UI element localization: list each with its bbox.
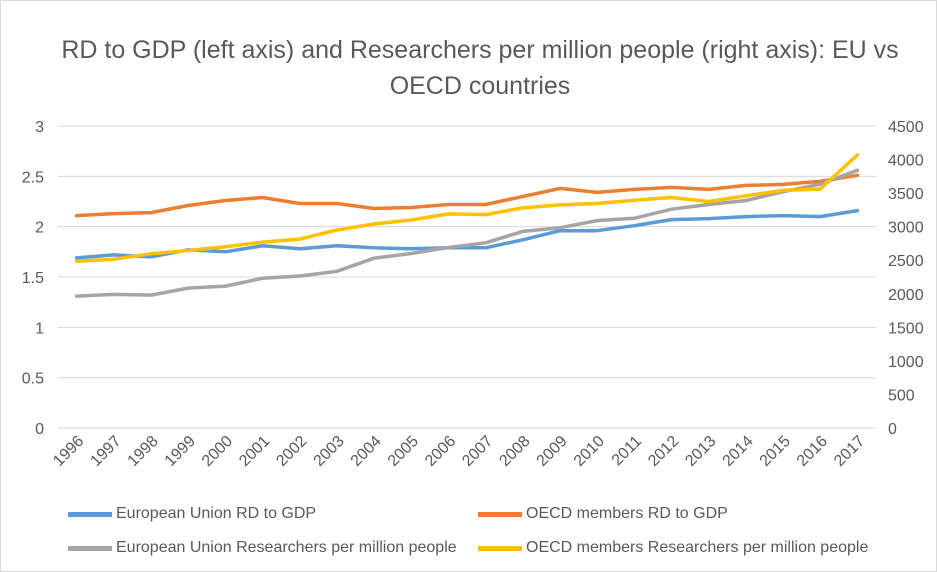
x-axis-tick-label: 2008 (496, 433, 533, 470)
legend-swatch (68, 511, 112, 517)
right-axis-tick-label: 2000 (888, 287, 924, 304)
x-axis-tick-label: 2007 (459, 433, 496, 470)
left-axis-tick-label: 3 (35, 119, 44, 136)
x-axis-tick-label: 2005 (385, 433, 422, 470)
series-line-2 (74, 168, 860, 298)
x-axis-tick-label: 1998 (125, 433, 162, 470)
legend-item-eu-rd: European Union RD to GDP (68, 505, 316, 523)
x-axis-tick-label: 2002 (273, 433, 310, 470)
left-axis-ticks: 0 0.5 1 1.5 2 2.5 3 (22, 119, 44, 438)
legend-swatch (478, 545, 522, 551)
x-axis-tick-label: 2011 (609, 433, 645, 469)
x-axis-tick-label: 2006 (422, 433, 459, 470)
legend-label: OECD members RD to GDP (526, 505, 728, 522)
right-axis-ticks: 0 500 1000 1500 2000 2500 3000 3500 4000 4500 (888, 119, 924, 438)
legend-label: OECD members Researchers per million peo… (526, 539, 869, 556)
right-axis-tick-label: 4500 (888, 119, 924, 136)
legend-swatch (68, 545, 112, 551)
right-axis-tick-label: 3000 (888, 220, 924, 237)
left-axis-tick-label: 0 (35, 421, 44, 438)
legend-label: European Union Researchers per million p… (116, 539, 457, 556)
series-lines (74, 153, 860, 298)
left-axis-tick-label: 2 (35, 220, 44, 237)
left-axis-tick-label: 2.5 (22, 169, 44, 186)
left-axis-tick-label: 1 (35, 320, 44, 337)
x-axis-tick-label: 2001 (236, 433, 273, 470)
x-axis-tick-label: 2004 (348, 433, 385, 470)
x-axis-tick-label: 2009 (534, 433, 571, 470)
right-axis-tick-label: 1500 (888, 320, 924, 337)
right-axis-tick-label: 1000 (888, 354, 924, 371)
x-axis-tick-label: 2013 (682, 433, 719, 470)
right-axis-tick-label: 500 (888, 387, 915, 404)
x-axis-tick-label: 2000 (199, 433, 236, 470)
x-axis-tick-label: 2017 (831, 433, 868, 470)
series-line-1 (74, 173, 860, 218)
x-axis-tick-label: 2015 (757, 433, 794, 470)
series-line-0 (74, 208, 860, 260)
x-axis-tick-label: 2010 (571, 433, 608, 470)
legend-item-eu-researchers: European Union Researchers per million p… (68, 539, 457, 557)
right-axis-tick-label: 4000 (888, 153, 924, 170)
x-axis-tick-label: 2012 (645, 433, 682, 470)
legend-item-oecd-rd: OECD members RD to GDP (478, 505, 728, 523)
x-axis-tick-label: 1996 (50, 433, 87, 470)
x-axis-tick-label: 1999 (162, 433, 199, 470)
x-axis-tick-label: 2003 (311, 433, 348, 470)
legend-label: European Union RD to GDP (116, 505, 317, 522)
x-axis-tick-label: 2016 (794, 433, 831, 470)
left-axis-tick-label: 1.5 (22, 270, 44, 287)
legend-item-oecd-researchers: OECD members Researchers per million peo… (478, 539, 868, 557)
right-axis-tick-label: 0 (888, 421, 897, 438)
right-axis-tick-label: 2500 (888, 253, 924, 270)
x-axis-ticks: 1996 1997 1998 1999 2000 2001 2002 2003 2004 2005… (50, 433, 868, 470)
legend-swatch (478, 511, 522, 517)
right-axis-tick-label: 3500 (888, 186, 924, 203)
gridlines (58, 125, 876, 429)
x-axis-tick-label: 2014 (720, 433, 757, 470)
x-axis-tick-label: 1997 (87, 433, 124, 470)
left-axis-tick-label: 0.5 (22, 371, 44, 388)
series-line-3 (74, 153, 860, 263)
chart-title: RD to GDP (left axis) and Researchers pe… (61, 36, 899, 100)
